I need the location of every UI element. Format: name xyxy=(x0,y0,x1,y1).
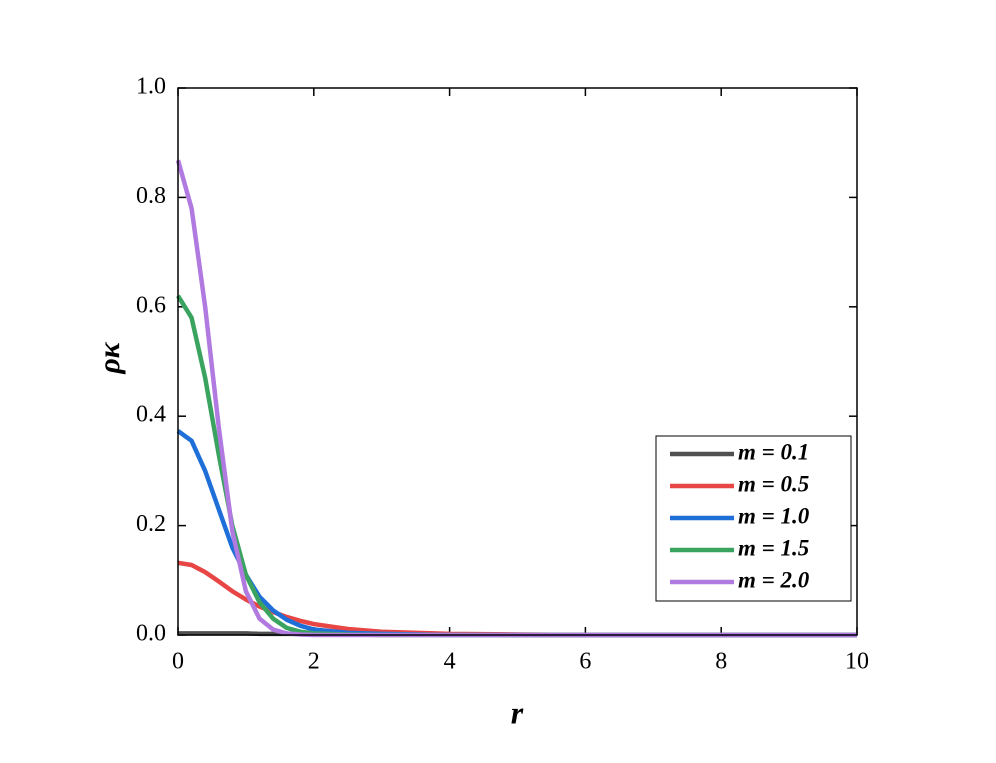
x-tick-label: 10 xyxy=(845,649,869,675)
x-tick-label: 0 xyxy=(172,649,184,675)
x-axis-label: r xyxy=(511,694,524,730)
y-tick-label: 0.6 xyxy=(136,292,166,318)
x-tick-label: 2 xyxy=(308,649,320,675)
legend-label: m = 0.5 xyxy=(738,471,809,496)
y-tick-label: 0.0 xyxy=(136,621,166,647)
legend-label: m = 1.5 xyxy=(738,535,809,560)
x-tick-label: 4 xyxy=(444,649,456,675)
y-tick-label: 0.4 xyxy=(136,402,166,428)
y-tick-label: 0.2 xyxy=(136,511,166,537)
y-axis-label: ρκ xyxy=(93,341,126,374)
x-tick-label: 8 xyxy=(715,649,727,675)
legend-label: m = 0.1 xyxy=(738,439,809,464)
legend-label: m = 1.0 xyxy=(738,503,810,528)
y-tick-label: 1.0 xyxy=(136,74,166,100)
x-tick-label: 6 xyxy=(579,649,591,675)
y-tick-label: 0.8 xyxy=(136,183,166,209)
legend-label: m = 2.0 xyxy=(738,567,810,592)
plot-frame xyxy=(177,87,858,636)
